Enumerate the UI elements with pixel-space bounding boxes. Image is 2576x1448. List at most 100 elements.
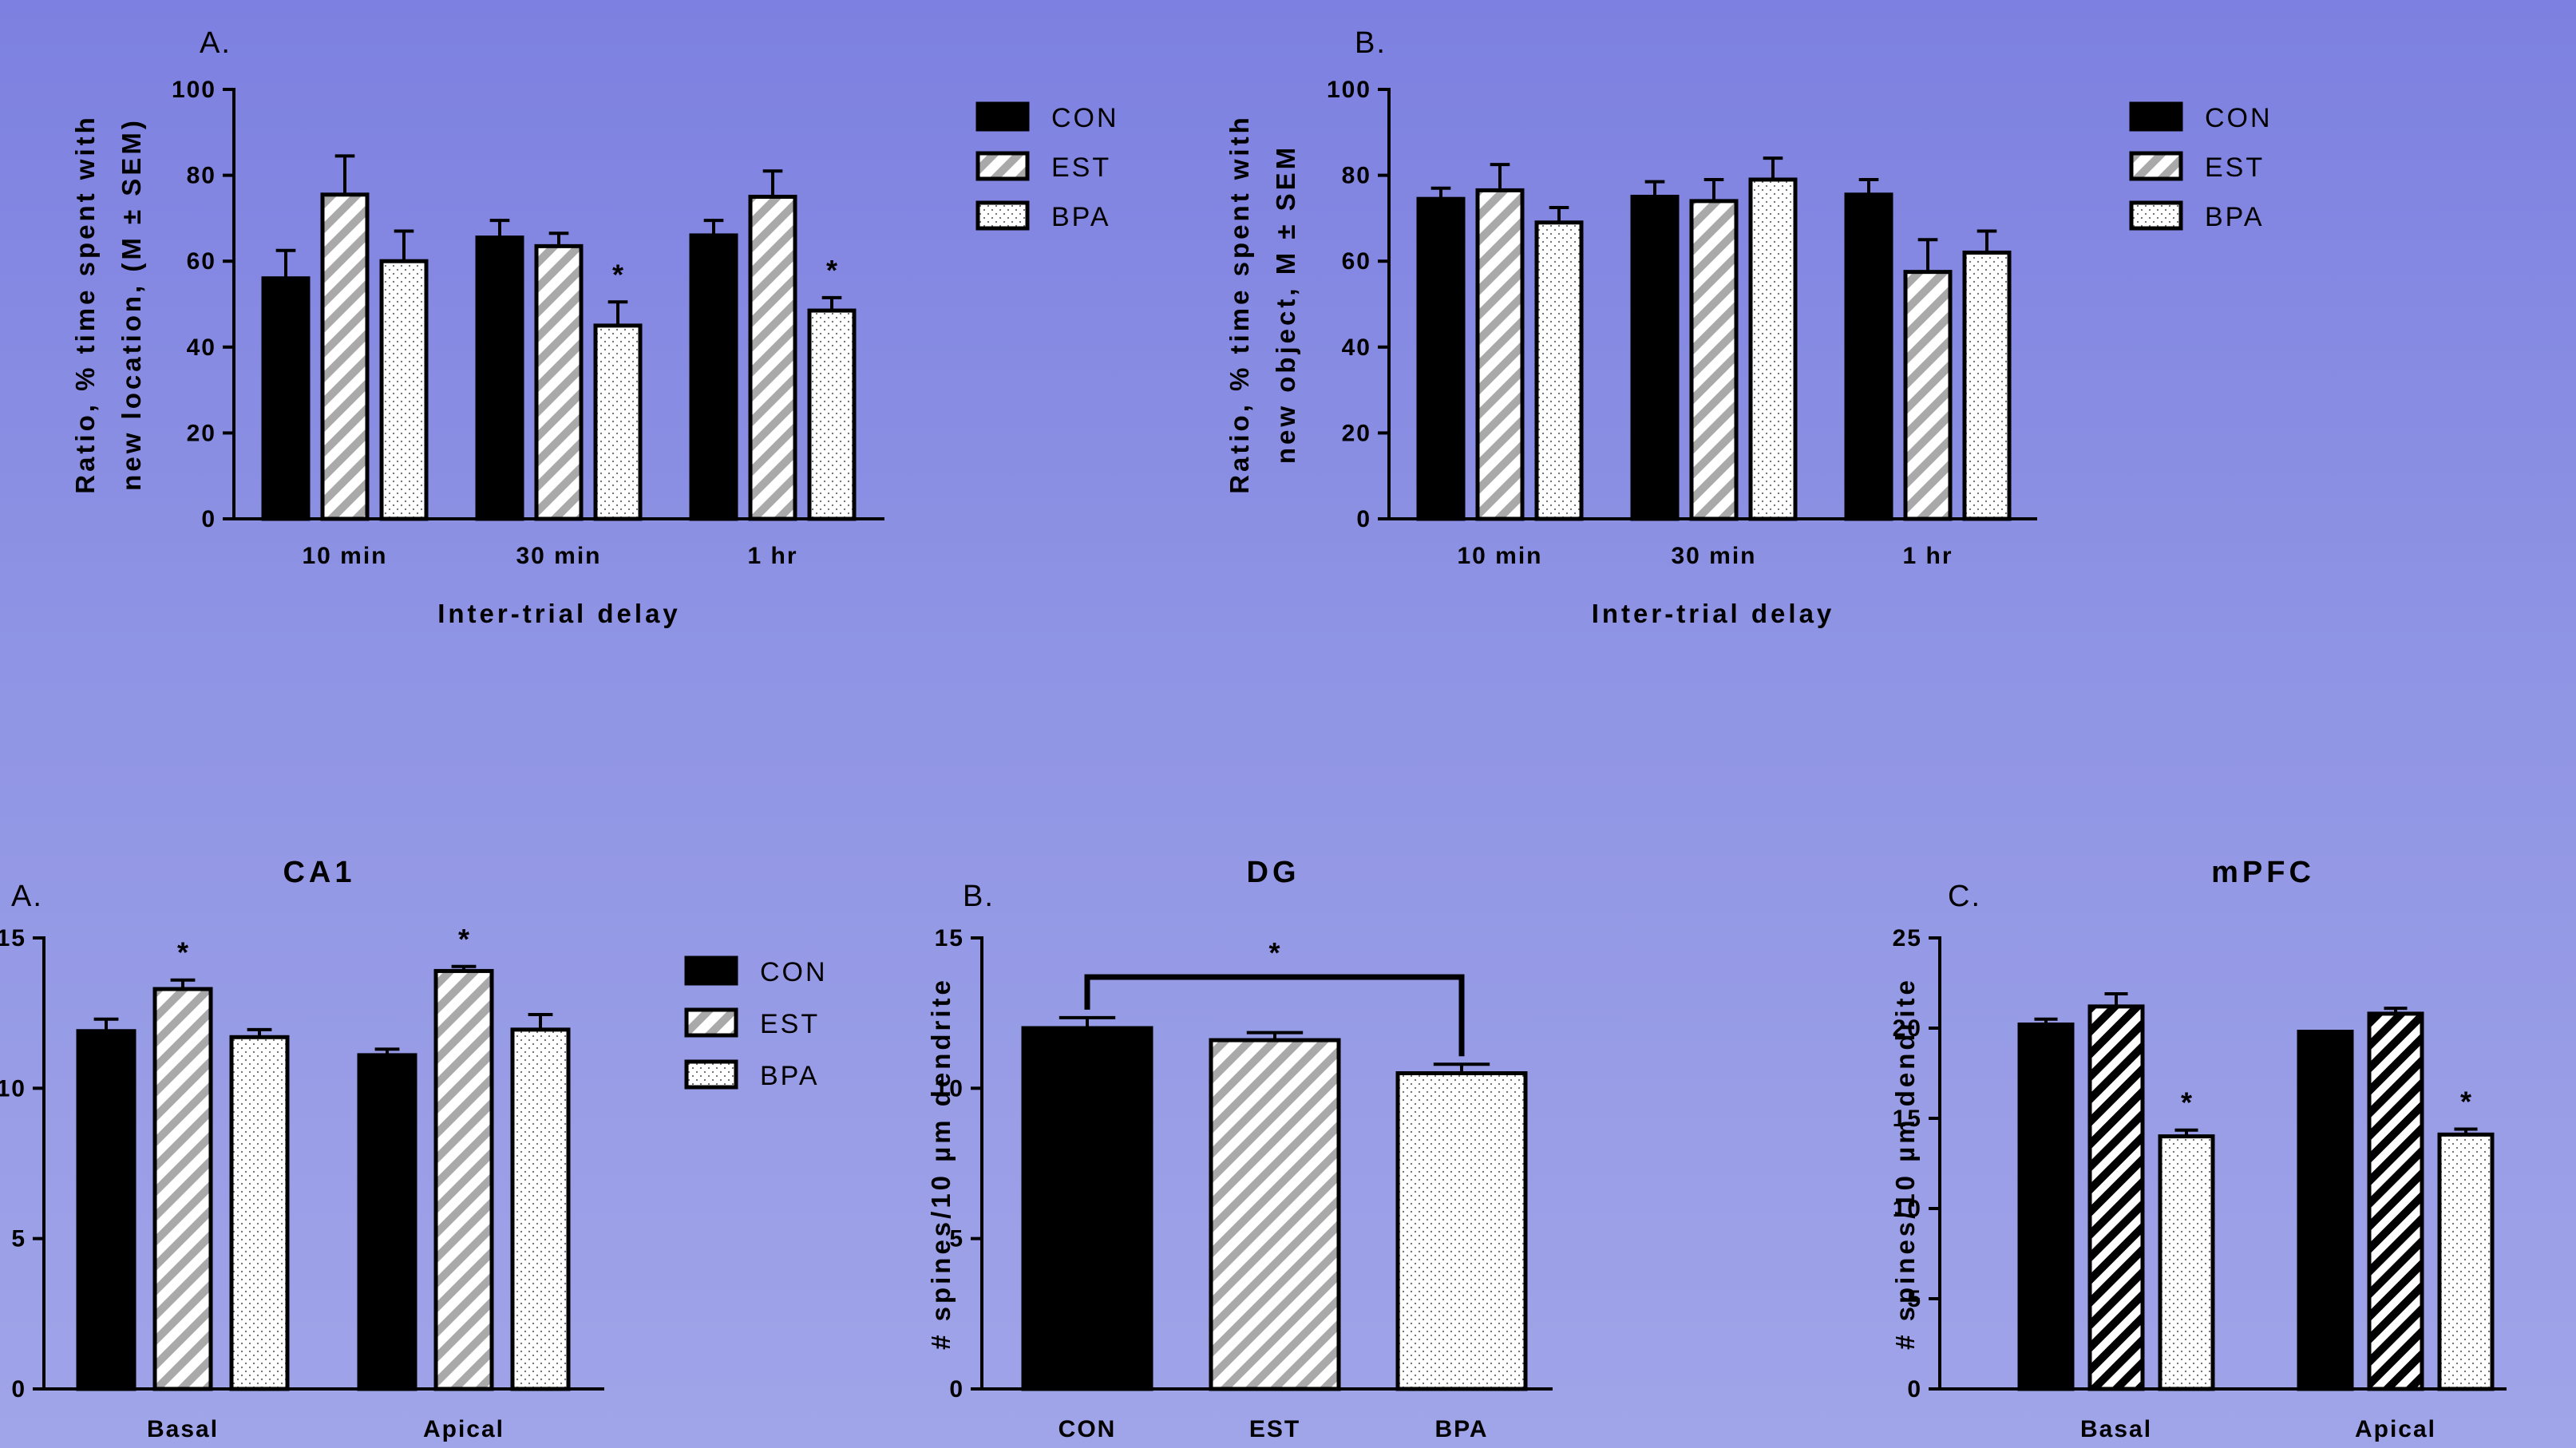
x-axis-label: Inter-trial delay [1592, 599, 1835, 628]
x-tick-label: 10 min [302, 543, 387, 569]
y-tick-label: 100 [1327, 77, 1371, 103]
y-axis-label: new object, M ± SEM [1271, 144, 1300, 464]
legend-swatch-con [2129, 101, 2183, 132]
bar-est [320, 192, 370, 521]
y-tick-label: 0 [11, 1376, 26, 1403]
legend-label-con: CON [1051, 103, 1119, 133]
bar-est [1209, 1038, 1341, 1391]
significance-star: * [177, 936, 188, 969]
significance-star: * [612, 258, 623, 291]
y-axis-label: new location, (M ± SEM) [117, 117, 146, 491]
legend-swatch-est [2129, 151, 2183, 181]
bar-est [748, 195, 797, 521]
significance-star: * [826, 254, 837, 287]
legend-swatch-bpa [2129, 200, 2183, 231]
chart-spatial-location: A. 0 20 40 60 80 100 Ratio, % time spent with ne… [70, 26, 1119, 628]
bar-con [1844, 192, 1893, 521]
legend-label-est: EST [2205, 152, 2265, 183]
bar-bpa [1534, 220, 1584, 521]
bar-con [2297, 1030, 2354, 1391]
legend-swatch-est [975, 151, 1030, 181]
significance-star: * [1268, 936, 1280, 969]
legend-label-est: EST [760, 1009, 820, 1039]
x-tick-label: 30 min [516, 543, 601, 569]
legend-label-est: EST [1051, 152, 1111, 183]
legend-label-bpa: BPA [1051, 202, 1111, 232]
significance-bracket [1084, 974, 1465, 1057]
y-tick-label: 0 [1356, 506, 1371, 532]
bar-con [261, 276, 311, 521]
y-tick-label: 5 [11, 1226, 26, 1252]
significance-star: * [2460, 1086, 2471, 1118]
x-tick-label: 1 hr [1902, 543, 1953, 569]
y-tick-label: 5 [949, 1226, 964, 1252]
x-tick-label: Apical [2355, 1416, 2436, 1442]
y-tick-label: 0 [1907, 1376, 1922, 1403]
legend-swatch-bpa [975, 200, 1030, 231]
y-axis-label: Ratio, % time spent with [70, 114, 100, 494]
bar-bpa [379, 259, 429, 521]
x-tick-label: 30 min [1671, 543, 1756, 569]
bar-bpa [1962, 250, 2012, 521]
bar-con [1021, 1026, 1153, 1391]
y-tick-label: 40 [187, 334, 216, 361]
bar-con [357, 1053, 417, 1391]
y-tick-label: 80 [187, 163, 216, 189]
bar-est [2087, 1004, 2145, 1391]
bar-bpa [229, 1035, 290, 1391]
x-tick-label: 10 min [1457, 543, 1542, 569]
y-tick-label: 60 [187, 248, 216, 275]
legend-label-con: CON [760, 957, 828, 987]
y-tick-label: 60 [1342, 248, 1371, 275]
y-tick-label: 25 [1893, 925, 1922, 951]
y-tick-label: 15 [0, 925, 26, 951]
y-tick-label: 10 [0, 1075, 26, 1102]
chart-mpfc-spines: C. mPFC 0 5 10 15 20 25 # spines/10 µm dendrite *… [1890, 856, 2507, 1442]
y-axis-label: # spines/10 µm dendrite [926, 977, 956, 1350]
bar-con [2017, 1022, 2075, 1391]
y-tick-label: 10 [1893, 1196, 1922, 1222]
legend-label-con: CON [2205, 103, 2273, 133]
bar-est [1475, 188, 1525, 521]
bar-est [1689, 199, 1739, 521]
x-tick-label: BPA [1434, 1416, 1488, 1442]
chart-title: DG [1247, 856, 1300, 889]
y-axis-label: Ratio, % time spent with [1225, 114, 1254, 494]
significance-star: * [2181, 1086, 2192, 1119]
y-tick-label: 5 [1907, 1286, 1922, 1312]
significance-star: * [458, 923, 469, 955]
y-tick-label: 0 [949, 1376, 964, 1403]
y-tick-label: 100 [172, 77, 216, 103]
chart-title: CA1 [283, 856, 355, 889]
legend-swatch-con [975, 101, 1030, 132]
x-tick-label: EST [1249, 1416, 1300, 1442]
bar-con [689, 233, 738, 521]
panel-label: C. [1948, 880, 1981, 913]
y-tick-label: 80 [1342, 163, 1371, 189]
y-tick-label: 15 [1893, 1106, 1922, 1132]
chart-object-recognition: B. 0 20 40 60 80 100 Ratio, % time spent with ne… [1225, 26, 2273, 628]
panel-label: A. [11, 880, 43, 913]
y-tick-label: 10 [935, 1075, 964, 1102]
chart-title: mPFC [2211, 856, 2315, 889]
bar-est [433, 968, 494, 1391]
y-tick-label: 40 [1342, 334, 1371, 361]
x-tick-label: Apical [423, 1416, 505, 1442]
chart-dg-spines: B. DG 0 5 10 15 # spines/10 µm dendrite CON EST B… [926, 856, 1553, 1442]
bar-con [1416, 196, 1466, 521]
bar-est [1903, 270, 1953, 521]
panel-label: B. [1355, 26, 1387, 60]
y-tick-label: 20 [187, 420, 216, 446]
bar-bpa [1748, 177, 1798, 521]
bar-bpa [2158, 1134, 2215, 1391]
bar-est [2367, 1011, 2424, 1391]
y-tick-label: 20 [1342, 420, 1371, 446]
bar-con [1630, 195, 1680, 521]
x-tick-label: 1 hr [747, 543, 797, 569]
y-axis-label: # spines/10 µm dendrite [1890, 977, 1920, 1350]
x-axis-label: Inter-trial delay [437, 599, 681, 628]
y-tick-label: 0 [201, 506, 216, 532]
x-tick-label: Basal [2080, 1416, 2152, 1442]
bar-est [152, 987, 213, 1391]
